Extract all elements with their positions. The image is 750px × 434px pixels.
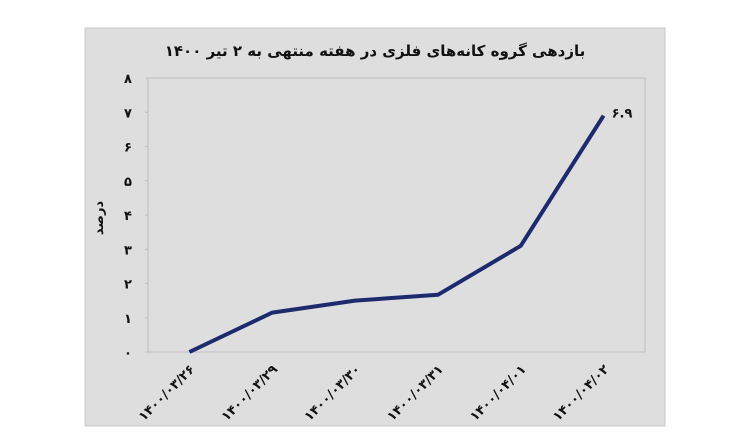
y-tick-label: ۴ [124,209,132,224]
y-tick-label: ۲ [124,278,132,293]
y-axis-label: درصد [92,201,107,236]
y-tick-label: ۷ [124,106,132,121]
plot-area [147,77,646,353]
data-label: ۶.۹ [612,107,633,122]
y-tick-label: ۱ [124,312,132,327]
line [188,114,606,354]
y-tick-label: ۸ [124,72,132,87]
y-tick-label: ۰ [124,346,132,361]
chart-title: بازدهی گروه کانه‌های فلزی در هفته منتهی … [165,42,585,60]
y-tick-label: ۳ [124,243,132,258]
y-tick-label: ۶ [124,141,132,156]
y-tick-label: ۵ [124,175,132,190]
